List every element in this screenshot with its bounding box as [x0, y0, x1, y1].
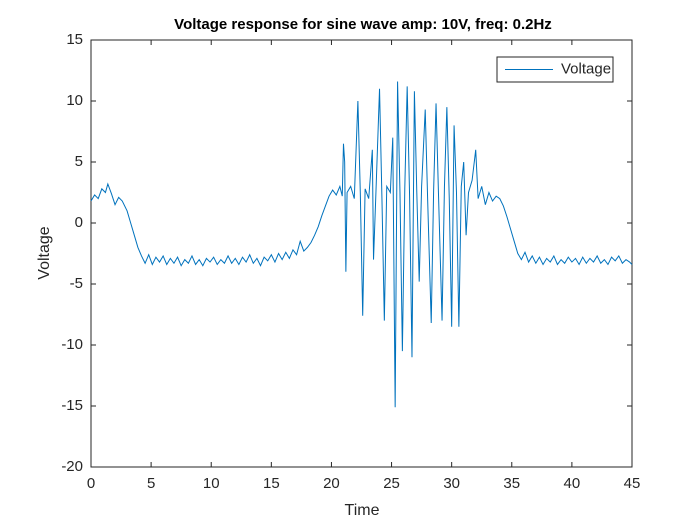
x-tick-label: 5 — [147, 475, 155, 492]
x-tick-label: 40 — [564, 475, 581, 492]
x-tick-label: 15 — [263, 475, 280, 492]
chart-title: Voltage response for sine wave amp: 10V,… — [174, 16, 552, 33]
x-tick-label: 30 — [443, 475, 460, 492]
y-tick-label: -10 — [61, 336, 83, 353]
line-series — [90, 81, 633, 408]
legend-label: Voltage — [561, 60, 611, 77]
y-tick-label: 10 — [66, 92, 83, 109]
y-tick-label: 0 — [75, 214, 83, 231]
x-tick-label: 25 — [383, 475, 400, 492]
y-axis-label: Voltage — [36, 226, 53, 279]
y-tick-label: 15 — [66, 31, 83, 48]
y-tick-label: 5 — [75, 153, 83, 170]
x-tick-label: 10 — [203, 475, 220, 492]
y-tick-label: -20 — [61, 458, 83, 475]
x-tick-label: 35 — [503, 475, 520, 492]
x-tick-label: 45 — [624, 475, 641, 492]
x-tick-label: 20 — [323, 475, 340, 492]
y-tick-label: -5 — [70, 275, 83, 292]
y-tick-label: -15 — [61, 397, 83, 414]
x-tick-label: 0 — [87, 475, 95, 492]
plot-box — [90, 39, 633, 468]
x-axis-label: Time — [345, 502, 380, 519]
